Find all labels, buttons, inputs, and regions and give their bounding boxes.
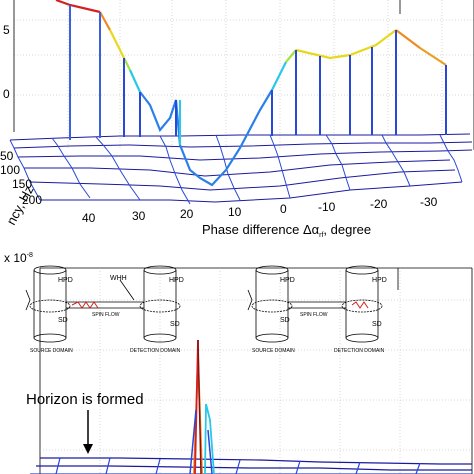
inset-right-hpd: HPD: [280, 277, 295, 284]
freq-tick-50: 50: [0, 149, 14, 163]
inset-left-spin-flow: SPIN FLOW: [92, 312, 120, 318]
bottom-grid: [40, 268, 472, 474]
top-profile: [55, 0, 447, 187]
inset-left-hpd: HPD: [58, 277, 73, 284]
top-grid: [13, 0, 474, 150]
top-box: [13, 0, 474, 150]
top-panel: 5 0 50 100 150 200 ncy, Hz 40 30 20 10 0…: [0, 0, 474, 239]
phase-tick-40: 40: [82, 211, 96, 225]
inset-left-diagram: HPD WHH HPD SD SD SPIN FLOW SOURCE DOMAI…: [25, 265, 184, 354]
inset-right-sd: SD: [280, 317, 290, 324]
inset-right-diagram: HPD HPD SD SD SPIN FLOW SOURCE DOMAIN DE…: [247, 265, 387, 354]
phase-tick-minus20: -20: [370, 197, 388, 211]
phase-tick-30: 30: [132, 209, 146, 223]
phase-axis-title-main: Phase difference Δα: [202, 222, 320, 237]
scale-label-exponent: -8: [27, 252, 33, 259]
horizon-arrow: [83, 410, 93, 454]
phase-tick-10: 10: [228, 205, 242, 219]
bottom-mesh: [30, 457, 472, 474]
scale-label-base: x 10: [4, 251, 27, 265]
inset-right-sd-2: SD: [372, 321, 382, 328]
freq-tick-200: 200: [22, 193, 42, 207]
horizon-annotation: Horizon is formed: [26, 391, 144, 408]
inset-right-detection: DETECTION DOMAIN: [334, 348, 385, 354]
left-edge-mark-2: 0: [3, 87, 10, 101]
phase-axis-title-subscript: rf: [319, 232, 323, 239]
inset-left-detection: DETECTION DOMAIN: [130, 348, 181, 354]
inset-right-hpd-2: HPD: [372, 277, 387, 284]
phase-tick-0: 0: [280, 202, 287, 216]
top-drops: [69, 5, 447, 145]
inset-left-whh: WHH: [110, 275, 127, 282]
left-edge-mark-1: 5: [3, 23, 10, 37]
phase-tick-minus10: -10: [318, 200, 336, 214]
scale-label: x 10-8: [4, 251, 33, 265]
freq-tick-150: 150: [12, 177, 32, 191]
inset-left-source: SOURCE DOMAIN: [30, 348, 73, 354]
inset-right-spin-flow: SPIN FLOW: [300, 312, 328, 318]
phase-tick-minus30: -30: [420, 195, 438, 209]
bottom-panel: x 10-8 HPD WHH HPD S: [4, 251, 473, 474]
phase-axis-title: Phase difference Δαrf, degree: [202, 222, 371, 239]
inset-left-sd: SD: [58, 317, 68, 324]
inset-left-hpd-2: HPD: [169, 277, 184, 284]
inset-left-sd-2: SD: [170, 321, 180, 328]
phase-tick-20: 20: [180, 207, 194, 221]
top-mesh: [9, 133, 473, 205]
phase-axis-title-unit: , degree: [323, 222, 371, 237]
inset-right-source: SOURCE DOMAIN: [252, 348, 295, 354]
freq-tick-100: 100: [0, 163, 20, 177]
bottom-peak: [189, 339, 215, 474]
